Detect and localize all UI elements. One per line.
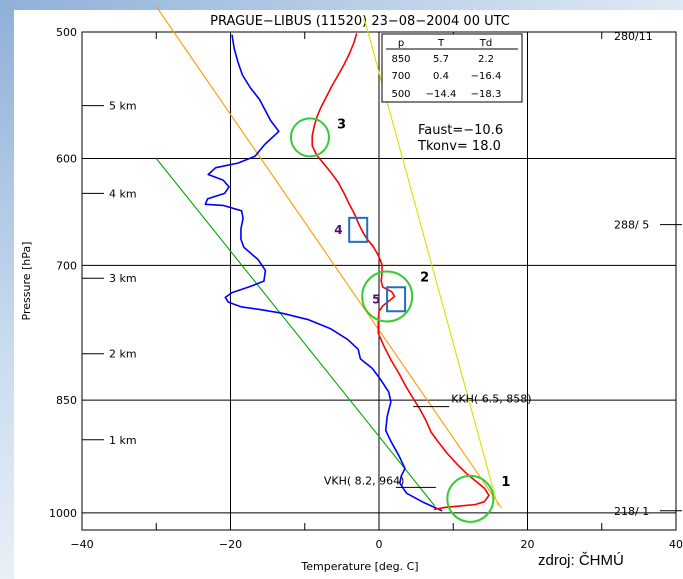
highlight-circle — [361, 270, 414, 323]
height-mark-label: 4 km — [109, 187, 137, 200]
legend-table-cell: 0.4 — [433, 71, 449, 82]
slide-side-bar — [0, 0, 14, 579]
temperature-tick-label: −40 — [70, 538, 93, 551]
temperature-tick-label: 40 — [669, 538, 683, 551]
highlight-square — [386, 286, 407, 313]
marker-label: 4 — [334, 223, 342, 237]
pressure-tick-label: 700 — [56, 259, 77, 272]
slide-top-bar — [0, 0, 683, 10]
chart-title: PRAGUE−LIBUS (11520) 23−08−2004 00 UTC — [210, 14, 510, 29]
temperature-ticks: −40 −20 0 20 40 — [70, 538, 683, 551]
pressure-tick-label: 500 — [56, 26, 77, 39]
pressure-tick-label: 850 — [56, 394, 77, 407]
profile-line — [155, 6, 502, 509]
wind-labels: 280/11 288/ 5 218/ 1 — [614, 30, 682, 518]
temperature-tick-label: 20 — [521, 538, 535, 551]
wind-label: 218/ 1 — [614, 505, 649, 518]
legend-table-header: p — [398, 38, 404, 49]
pressure-tick-label: 1000 — [49, 507, 77, 520]
marker-label: 3 — [337, 117, 346, 132]
legend-table: p T Td 850 5.7 2.2 700 0.4 −16.4 500 −14.4 −18.3 — [381, 33, 523, 103]
profile-line — [311, 33, 490, 511]
source-credit: zdroj: ČHMÚ — [538, 552, 624, 569]
height-mark-label: 3 km — [109, 272, 137, 285]
temperature-tick-label: 0 — [376, 538, 383, 551]
legend-table-cell: 5.7 — [433, 54, 449, 65]
legend-table-border — [381, 33, 523, 103]
height-mark-label: 1 km — [109, 434, 137, 447]
highlight-circle — [289, 117, 330, 158]
level-annotations: KKH( 6.5, 858) VKH( 8.2, 964) — [324, 393, 532, 488]
pressure-ticks: 500 600 700 850 1000 — [49, 26, 77, 520]
info-line-faust: Faust=−10.6 — [418, 123, 503, 138]
annotation-label: KKH( 6.5, 858) — [451, 393, 531, 406]
pressure-tick-label: 600 — [56, 152, 77, 165]
annotation-label: VKH( 8.2, 964) — [324, 474, 405, 487]
wind-label: 288/ 5 — [614, 219, 649, 232]
temperature-tick-label: −20 — [219, 538, 242, 551]
profile-lines — [155, 6, 502, 512]
marker-label: 1 — [501, 475, 510, 490]
grid — [82, 31, 676, 530]
legend-table-cell: −18.3 — [471, 89, 502, 100]
legend-table-cell: 850 — [391, 54, 410, 65]
legend-table-cell: −14.4 — [426, 89, 457, 100]
highlight-markers: 1 2 3 4 5 — [289, 117, 510, 523]
legend-table-cell: 2.2 — [478, 54, 494, 65]
info-line-tkonv: Tkonv= 18.0 — [417, 139, 501, 154]
profile-line — [155, 158, 436, 507]
marker-label: 2 — [420, 270, 429, 285]
legend-table-cell: 700 — [391, 71, 410, 82]
x-axis-label: Temperature [deg. C] — [300, 560, 418, 573]
profile-line — [204, 34, 443, 512]
legend-table-cell: −16.4 — [471, 71, 502, 82]
legend-table-header: Td — [479, 38, 492, 49]
height-mark-label: 5 km — [109, 100, 137, 113]
wind-label: 280/11 — [614, 30, 653, 43]
height-mark-label: 2 km — [109, 348, 137, 361]
legend-table-cell: 500 — [391, 89, 410, 100]
highlight-square — [348, 216, 369, 243]
height-marks: 5 km 4 km 3 km 2 km 1 km — [82, 100, 137, 447]
marker-label: 5 — [372, 292, 380, 306]
highlight-circle — [446, 474, 495, 523]
y-axis-label: Pressure [hPa] — [20, 242, 33, 321]
legend-table-header: T — [437, 38, 445, 49]
